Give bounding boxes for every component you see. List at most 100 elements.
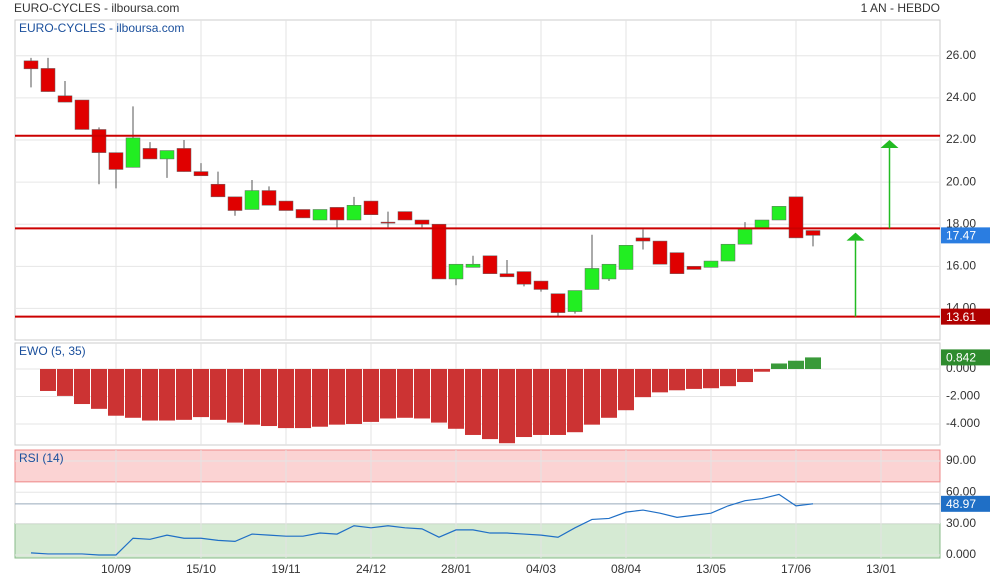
bar bbox=[261, 368, 277, 427]
candle-body bbox=[278, 200, 294, 211]
bar bbox=[720, 368, 736, 387]
price-tag bbox=[941, 227, 990, 244]
bar bbox=[91, 368, 107, 409]
candle-body bbox=[40, 68, 56, 92]
candle-body bbox=[669, 252, 685, 274]
bar bbox=[533, 368, 549, 435]
value-tag-label: 0.842 bbox=[946, 351, 976, 365]
bar bbox=[397, 368, 413, 418]
candle-body bbox=[244, 190, 260, 210]
x-tick-label: 15/10 bbox=[186, 562, 216, 576]
bar bbox=[312, 368, 328, 427]
bar bbox=[363, 368, 379, 422]
candle-body bbox=[567, 290, 583, 312]
y-tick-label: -4.000 bbox=[946, 416, 980, 430]
y-tick-label: -2.000 bbox=[946, 389, 980, 403]
overbought-zone bbox=[14, 449, 941, 483]
value-tag bbox=[941, 349, 990, 366]
candle-body bbox=[363, 200, 379, 215]
candle-body bbox=[720, 243, 736, 262]
candle-body bbox=[176, 148, 192, 172]
bar bbox=[652, 368, 668, 393]
panel bbox=[14, 19, 941, 341]
bar bbox=[567, 368, 583, 433]
candle-body bbox=[74, 99, 90, 130]
candle-body bbox=[448, 263, 464, 280]
candle-body bbox=[261, 190, 277, 206]
candle-body bbox=[550, 293, 566, 313]
bar bbox=[805, 357, 821, 369]
bar bbox=[635, 368, 651, 398]
candle-body bbox=[346, 205, 362, 221]
candle-body bbox=[533, 280, 549, 290]
bar bbox=[125, 368, 141, 418]
y-tick-label: 26.00 bbox=[946, 48, 976, 62]
bar bbox=[329, 368, 345, 425]
candle-body bbox=[329, 207, 345, 221]
panel-title: EURO-CYCLES - ilboursa.com bbox=[19, 21, 184, 35]
y-tick-label: 24.00 bbox=[946, 90, 976, 104]
candle-body bbox=[397, 211, 413, 221]
bar bbox=[431, 368, 447, 423]
x-tick-label: 13/05 bbox=[696, 562, 726, 576]
candle-body bbox=[737, 228, 753, 245]
bar bbox=[142, 368, 158, 421]
candle-body bbox=[771, 206, 787, 221]
candle-body bbox=[584, 268, 600, 290]
value-tag-label: 48.97 bbox=[946, 497, 976, 511]
bar bbox=[74, 368, 90, 405]
bar bbox=[482, 368, 498, 440]
candle-body bbox=[125, 137, 141, 168]
candle-body bbox=[193, 171, 209, 177]
bar bbox=[210, 368, 226, 420]
y-tick-label: 0.000 bbox=[946, 547, 976, 561]
x-tick-label: 10/09 bbox=[101, 562, 131, 576]
candle-body bbox=[788, 196, 804, 239]
candle-body bbox=[57, 95, 73, 103]
bar bbox=[40, 368, 56, 391]
candle-body bbox=[227, 196, 243, 211]
y-tick-label: 16.00 bbox=[946, 258, 976, 272]
bar bbox=[703, 368, 719, 389]
bar bbox=[57, 368, 73, 396]
bar bbox=[788, 360, 804, 369]
candle-body bbox=[499, 273, 515, 278]
bar bbox=[499, 368, 515, 444]
candle-body bbox=[516, 271, 532, 285]
bar bbox=[227, 368, 243, 423]
candle-body bbox=[601, 263, 617, 280]
price-tag-label: 17.47 bbox=[946, 229, 976, 243]
chart-title: EURO-CYCLES - ilboursa.com bbox=[14, 1, 179, 15]
bar bbox=[414, 368, 430, 419]
y-tick-label: 20.00 bbox=[946, 174, 976, 188]
x-tick-label: 17/06 bbox=[781, 562, 811, 576]
candle-body bbox=[754, 219, 770, 229]
x-tick-label: 28/01 bbox=[441, 562, 471, 576]
bar bbox=[737, 368, 753, 383]
rsi-line bbox=[30, 493, 814, 556]
x-tick-label: 04/03 bbox=[526, 562, 556, 576]
candle-body bbox=[108, 152, 124, 170]
bar bbox=[193, 368, 209, 418]
candle-body bbox=[23, 60, 39, 70]
y-tick-label: 90.00 bbox=[946, 453, 976, 467]
candle-body bbox=[482, 255, 498, 274]
candle-body bbox=[686, 266, 702, 270]
chart-subtitle: 1 AN - HEBDO bbox=[861, 1, 940, 15]
bar bbox=[346, 368, 362, 424]
candle-body bbox=[414, 219, 430, 225]
bar bbox=[244, 368, 260, 425]
y-tick-label: 30.00 bbox=[946, 516, 976, 530]
x-tick-label: 24/12 bbox=[356, 562, 386, 576]
x-tick-label: 08/04 bbox=[611, 562, 641, 576]
bar bbox=[278, 368, 294, 429]
bar bbox=[584, 368, 600, 425]
candle-body bbox=[805, 230, 821, 236]
candle-body bbox=[635, 237, 651, 242]
price-tag bbox=[941, 308, 990, 325]
bar bbox=[380, 368, 396, 419]
price-tag-label: 13.61 bbox=[946, 310, 976, 324]
candle-body bbox=[142, 148, 158, 160]
y-tick-label: 60.00 bbox=[946, 484, 976, 498]
